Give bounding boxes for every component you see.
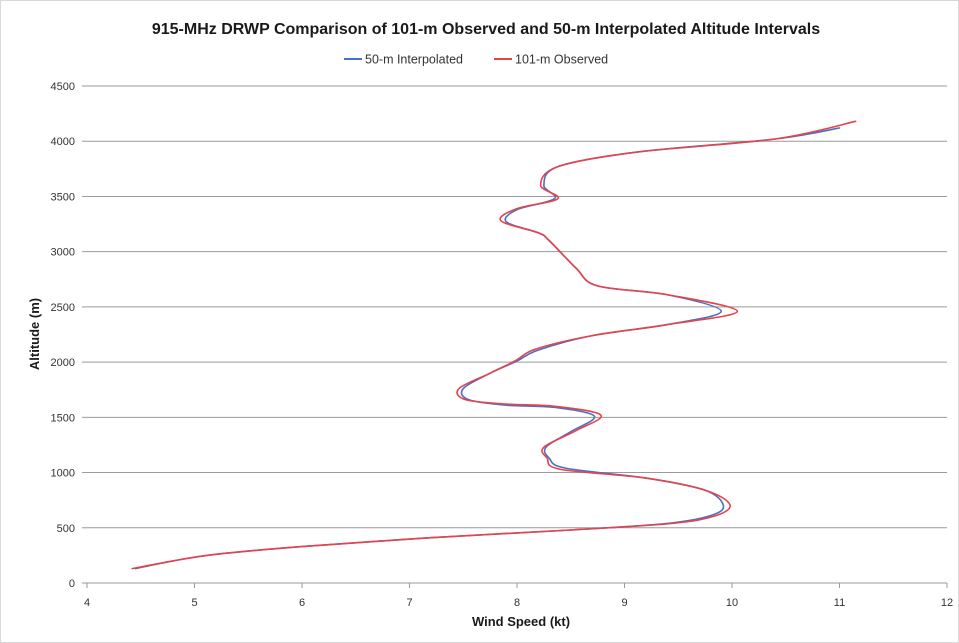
x-axis-title: Wind Speed (kt) [472, 614, 570, 629]
x-tick-label-9: 9 [621, 597, 627, 609]
x-tick-label-12: 12 [941, 597, 953, 609]
x-tick-label-4: 4 [84, 597, 90, 609]
y-axis-title: Altitude (m) [27, 298, 42, 370]
x-tick-label-5: 5 [191, 597, 197, 609]
legend: 50-m Interpolated 101-m Observed [344, 53, 608, 67]
y-tick-label-1000: 1000 [51, 468, 75, 480]
x-tick-label-6: 6 [299, 597, 305, 609]
y-tick-label-0: 0 [69, 578, 75, 590]
y-tick-label-500: 500 [57, 523, 75, 535]
y-tick-label-3500: 3500 [51, 191, 75, 203]
legend-label-observed: 101-m Observed [515, 53, 608, 67]
series-lines [132, 121, 855, 568]
x-axis-ticks: 4 5 6 7 8 9 10 11 12 [84, 583, 953, 609]
legend-label-interpolated: 50-m Interpolated [365, 53, 463, 67]
y-tick-label-1500: 1500 [51, 412, 75, 424]
gridlines [87, 86, 947, 528]
x-tick-label-7: 7 [406, 597, 412, 609]
y-axis-ticks: 0 500 1000 1500 2000 2500 3000 3500 4000 4500 [51, 81, 87, 590]
y-tick-label-4500: 4500 [51, 81, 75, 93]
y-tick-label-2000: 2000 [51, 357, 75, 369]
x-tick-label-11: 11 [834, 597, 845, 609]
series-line-observed [132, 121, 855, 568]
y-tick-label-3000: 3000 [51, 247, 75, 259]
x-tick-label-10: 10 [726, 597, 738, 609]
x-tick-label-8: 8 [514, 597, 520, 609]
series-line-interpolated [135, 128, 839, 569]
y-tick-label-4000: 4000 [51, 136, 75, 148]
y-tick-label-2500: 2500 [51, 302, 75, 314]
chart-title: 915-MHz DRWP Comparison of 101-m Observe… [152, 21, 820, 38]
